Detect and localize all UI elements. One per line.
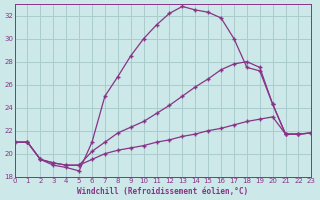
X-axis label: Windchill (Refroidissement éolien,°C): Windchill (Refroidissement éolien,°C) (77, 187, 249, 196)
